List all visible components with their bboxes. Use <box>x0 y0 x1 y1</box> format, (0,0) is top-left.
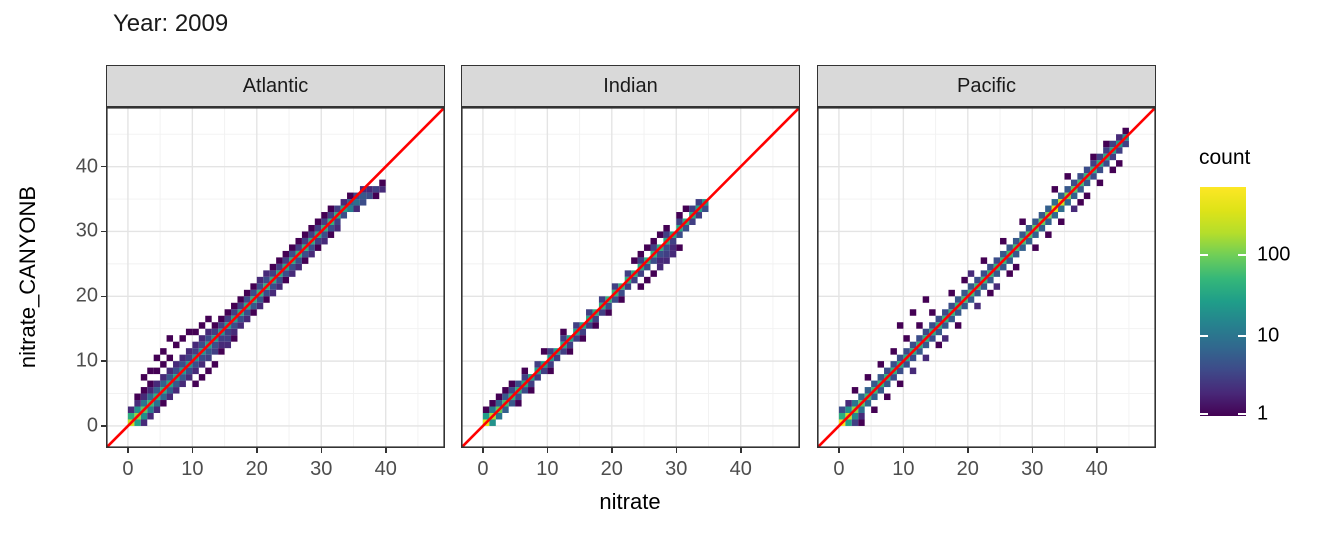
y-tick-label: 10 <box>75 349 98 372</box>
x-tick-mark <box>967 448 969 453</box>
legend-tick-mark <box>1238 334 1246 337</box>
x-tick-mark <box>611 448 613 453</box>
legend-tick-label: 100 <box>1257 243 1291 266</box>
x-tick-mark <box>838 448 840 453</box>
x-tick-label: 0 <box>833 458 845 480</box>
x-tick-label: 40 <box>374 458 397 480</box>
y-tick-mark <box>101 165 106 168</box>
facet-panel-indian <box>461 107 800 448</box>
legend-tick-mark <box>1200 413 1208 416</box>
y-tick-label: 20 <box>75 284 98 307</box>
legend-tick-mark <box>1238 413 1246 416</box>
x-tick-label: 0 <box>122 458 134 480</box>
x-tick-label: 40 <box>729 458 752 480</box>
x-tick-mark <box>546 448 549 453</box>
x-tick-mark <box>191 448 194 453</box>
x-tick-mark <box>320 448 323 453</box>
y-tick-mark <box>101 230 106 233</box>
x-tick-label: 30 <box>665 458 688 480</box>
x-tick-label: 30 <box>1021 458 1044 480</box>
legend-tick-mark <box>1238 254 1246 257</box>
y-tick-mark <box>101 360 106 362</box>
y-tick-label: 0 <box>86 414 98 437</box>
x-tick-mark <box>127 448 129 453</box>
y-tick-mark <box>101 295 106 298</box>
legend-colorbar-gradient <box>1200 187 1246 416</box>
x-tick-label: 30 <box>310 458 333 480</box>
facet-strip-atlantic: Atlantic <box>106 65 445 107</box>
legend-tick-mark <box>1200 254 1208 257</box>
x-tick-mark <box>256 448 258 453</box>
legend-tick-label: 10 <box>1257 324 1280 346</box>
identity-line <box>461 107 800 448</box>
y-tick-mark <box>101 425 106 427</box>
x-tick-label: 20 <box>956 458 979 480</box>
x-tick-mark <box>1031 448 1034 453</box>
legend-tick-mark <box>1200 334 1208 337</box>
y-tick-label: 40 <box>75 155 98 178</box>
facet-strip-indian: Indian <box>461 65 800 107</box>
y-axis-title: nitrate_CANYONB <box>15 185 40 369</box>
x-tick-label: 10 <box>536 458 559 480</box>
x-tick-label: 40 <box>1085 458 1108 480</box>
x-tick-label: 10 <box>181 458 204 480</box>
x-tick-label: 10 <box>892 458 915 480</box>
page-title: Year: 2009 <box>113 10 229 37</box>
x-tick-mark <box>902 448 905 453</box>
identity-line <box>106 107 445 448</box>
x-tick-label: 0 <box>477 458 489 480</box>
x-tick-mark <box>384 448 387 453</box>
x-tick-mark <box>675 448 678 453</box>
legend-tick-label: 1 <box>1257 402 1269 425</box>
legend-title: count <box>1199 146 1251 169</box>
facet-strip-pacific: Pacific <box>817 65 1156 107</box>
x-tick-mark <box>1095 448 1098 453</box>
x-tick-label: 20 <box>245 458 268 480</box>
x-tick-mark <box>739 448 742 453</box>
facet-panel-atlantic <box>106 107 445 448</box>
identity-line <box>817 107 1156 448</box>
facet-panel-pacific <box>817 107 1156 448</box>
x-tick-mark <box>482 448 484 453</box>
x-axis-title: nitrate <box>599 489 661 514</box>
y-tick-label: 30 <box>75 219 98 242</box>
x-tick-label: 20 <box>600 458 623 480</box>
